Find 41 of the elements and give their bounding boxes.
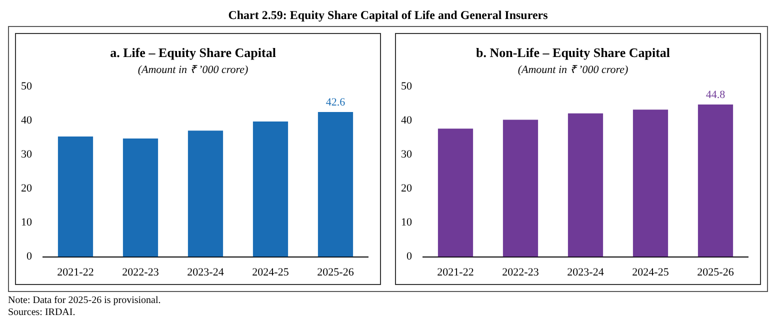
x-tick-label: 2023-24	[567, 266, 604, 278]
bar	[318, 112, 354, 257]
y-tick-label: 0	[406, 250, 412, 263]
y-tick-label: 40	[401, 114, 412, 127]
x-tick-label: 2025-26	[317, 266, 354, 278]
x-tick-label: 2021-22	[437, 266, 474, 278]
y-tick-label: 50	[21, 80, 32, 93]
y-tick-label: 10	[21, 216, 32, 229]
chart-title: a. Life – Equity Share Capital	[110, 45, 276, 60]
chart-subtitle: (Amount in ₹ ’000 crore)	[518, 64, 628, 76]
bar	[122, 138, 158, 257]
bar	[58, 136, 94, 257]
bar	[188, 130, 224, 257]
chart-title: b. Non-Life – Equity Share Capital	[476, 45, 670, 60]
y-tick-label: 30	[21, 148, 32, 161]
bar	[632, 110, 668, 257]
x-tick-label: 2025-26	[697, 266, 734, 278]
bar	[438, 128, 474, 257]
bar	[568, 113, 604, 257]
text: Note: Data for 2025-26 is provisional.	[8, 295, 162, 307]
bar	[698, 104, 734, 257]
source-note: Sources: IRDAI.	[8, 307, 76, 319]
y-tick-label: 50	[401, 80, 412, 93]
x-tick-label: 2022-23	[502, 266, 540, 278]
y-tick-label: 10	[401, 216, 412, 229]
y-tick-label: 0	[26, 250, 32, 263]
y-tick-label: 40	[21, 114, 32, 127]
bar	[252, 121, 288, 257]
y-tick-label: 20	[401, 182, 412, 195]
data-label: 44.8	[706, 88, 726, 101]
x-tick-label: 2021-22	[57, 266, 94, 278]
data-label: 42.6	[326, 96, 346, 108]
x-tick-label: 2022-23	[122, 266, 160, 278]
x-tick-label: 2024-25	[252, 266, 290, 278]
x-tick-label: 2023-24	[187, 266, 224, 278]
chart-subtitle: (Amount in ₹ ’000 crore)	[138, 64, 248, 76]
x-tick-label: 2024-25	[632, 266, 670, 278]
y-tick-label: 20	[21, 182, 32, 195]
caption: Chart 2.59: Equity Share Capital of Life and General Insurers	[227, 8, 549, 23]
y-tick-label: 30	[401, 148, 412, 161]
bar	[502, 120, 538, 257]
